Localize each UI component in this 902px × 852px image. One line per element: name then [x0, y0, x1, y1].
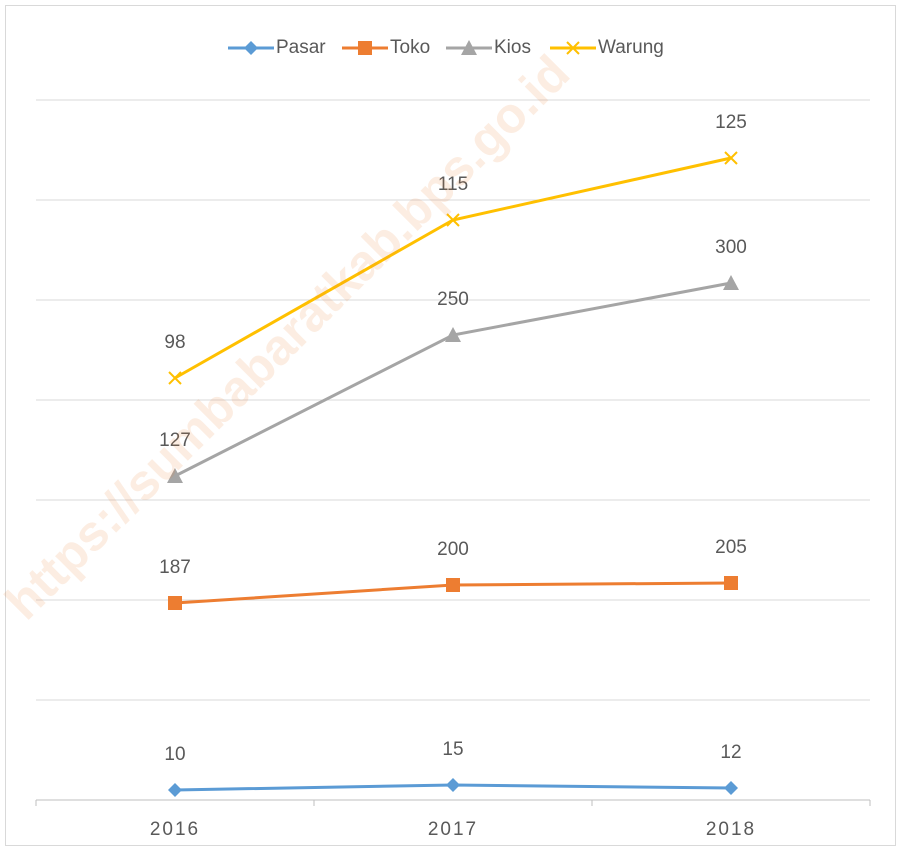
- data-label: 10: [164, 744, 185, 765]
- legend-label: Warung: [598, 37, 664, 58]
- x-tick-label: 2017: [428, 819, 478, 840]
- data-label: 300: [715, 237, 747, 258]
- data-label: 250: [437, 289, 469, 310]
- marker: [168, 783, 182, 797]
- data-label: 115: [438, 174, 468, 195]
- chart-frame: [5, 5, 896, 846]
- marker: [167, 468, 183, 483]
- legend-label: Toko: [390, 37, 430, 58]
- data-label: 205: [715, 537, 747, 558]
- marker: [724, 576, 738, 590]
- legend-label: Kios: [494, 37, 531, 58]
- x-tick-label: 2018: [706, 819, 756, 840]
- marker: [168, 596, 182, 610]
- marker: [724, 781, 738, 795]
- marker: [168, 371, 182, 385]
- data-label: 15: [442, 739, 463, 760]
- marker: [445, 327, 461, 342]
- data-label: 12: [720, 742, 741, 763]
- marker: [446, 778, 460, 792]
- marker: [723, 275, 739, 290]
- marker: [446, 578, 460, 592]
- data-label: 98: [164, 332, 185, 353]
- marker: [358, 41, 372, 55]
- x-tick-label: 2016: [150, 819, 200, 840]
- marker: [724, 151, 738, 165]
- data-label: 125: [715, 112, 747, 133]
- data-label: 187: [159, 557, 191, 578]
- marker: [244, 41, 258, 55]
- data-label: 200: [437, 539, 469, 560]
- legend-label: Pasar: [276, 37, 326, 58]
- marker: [446, 213, 460, 227]
- marker: [566, 41, 580, 55]
- data-label: 127: [159, 430, 191, 451]
- marker: [461, 40, 477, 55]
